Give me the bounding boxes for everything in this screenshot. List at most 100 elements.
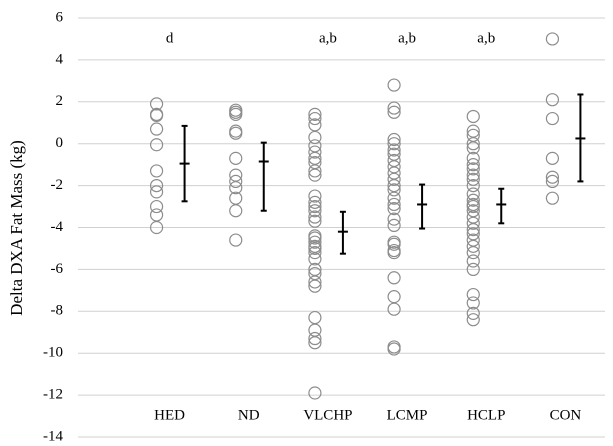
data-point	[387, 78, 401, 92]
data-point	[387, 137, 401, 151]
data-point	[466, 141, 480, 155]
data-point	[149, 199, 164, 214]
data-point	[466, 313, 480, 327]
data-point	[466, 199, 480, 214]
data-point	[229, 181, 243, 195]
x-tick-label: HED	[154, 407, 185, 423]
data-point	[308, 107, 322, 121]
data-point	[466, 296, 480, 310]
data-point	[229, 233, 243, 247]
data-point	[466, 168, 480, 182]
y-tick-label: -6	[51, 261, 64, 277]
data-point	[308, 235, 322, 249]
data-point	[308, 246, 322, 260]
data-point	[545, 32, 560, 46]
data-point	[229, 204, 243, 218]
data-point	[308, 168, 322, 182]
data-point	[466, 151, 480, 165]
data-point	[387, 105, 401, 119]
data-point	[387, 342, 401, 356]
data-point	[545, 174, 560, 189]
x-tick-label: VLCHP	[303, 407, 352, 423]
data-point	[387, 202, 401, 216]
data-point	[466, 193, 480, 207]
data-point	[387, 237, 401, 251]
annotation: a,b	[398, 30, 416, 46]
y-tick-label: 4	[56, 51, 64, 67]
data-point	[545, 170, 560, 184]
data-point	[466, 222, 480, 237]
data-point	[229, 151, 243, 165]
data-point	[387, 218, 401, 233]
data-point	[229, 107, 243, 121]
data-point	[308, 336, 322, 350]
data-point	[545, 93, 560, 107]
data-point	[308, 164, 322, 178]
data-point	[466, 162, 480, 176]
x-tick-label: ND	[238, 407, 260, 423]
data-point	[466, 287, 480, 302]
y-tick-label: 2	[56, 93, 64, 109]
data-point	[387, 290, 401, 304]
data-point	[308, 231, 322, 245]
data-point	[466, 262, 480, 276]
y-tick-label: 0	[56, 135, 64, 151]
annotation: a,b	[319, 30, 337, 46]
data-point	[466, 306, 480, 320]
data-point	[149, 179, 164, 193]
data-point	[308, 310, 322, 325]
y-tick-label: -8	[51, 303, 64, 319]
data-point	[308, 275, 322, 289]
data-point	[229, 174, 243, 189]
data-point	[308, 195, 322, 209]
data-point	[387, 271, 401, 285]
data-point	[545, 111, 560, 126]
data-point	[387, 143, 401, 157]
data-point	[308, 386, 322, 400]
annotation: d	[166, 30, 174, 46]
data-point	[466, 239, 480, 253]
data-point	[229, 126, 243, 140]
y-tick-label: -10	[43, 345, 63, 361]
data-point	[308, 204, 322, 218]
data-point	[308, 252, 322, 266]
data-point	[466, 172, 480, 186]
data-point	[308, 331, 322, 346]
data-point	[466, 137, 480, 151]
y-tick-label: 6	[56, 9, 64, 25]
data-point	[387, 101, 401, 115]
data-point	[308, 111, 322, 126]
data-point	[308, 279, 322, 293]
x-tick-label: HCLP	[467, 407, 505, 423]
y-tick-label: -14	[43, 428, 63, 444]
data-point	[387, 191, 401, 205]
data-point	[308, 214, 322, 228]
data-point	[466, 158, 480, 172]
data-point	[387, 246, 401, 260]
data-point	[466, 109, 480, 124]
data-point	[387, 302, 401, 316]
data-point	[387, 132, 401, 147]
y-tick-label: -12	[43, 387, 63, 403]
data-point	[149, 185, 164, 199]
data-point	[466, 246, 480, 260]
data-point	[387, 212, 401, 226]
data-point	[149, 108, 164, 123]
data-point	[545, 191, 560, 205]
data-point	[149, 164, 164, 178]
x-tick-label: CON	[550, 407, 582, 423]
y-tick-label: -4	[51, 219, 64, 235]
data-point	[466, 179, 480, 193]
data-point	[149, 220, 164, 235]
data-point	[387, 197, 401, 212]
data-point	[149, 138, 164, 152]
data-point	[308, 210, 322, 224]
data-point	[308, 130, 322, 145]
annotation: a,b	[477, 30, 495, 46]
y-tick-label: -2	[51, 177, 64, 193]
data-point	[308, 189, 322, 203]
data-point	[149, 122, 164, 136]
data-point	[466, 216, 480, 230]
x-tick-label: LCMP	[387, 407, 428, 423]
